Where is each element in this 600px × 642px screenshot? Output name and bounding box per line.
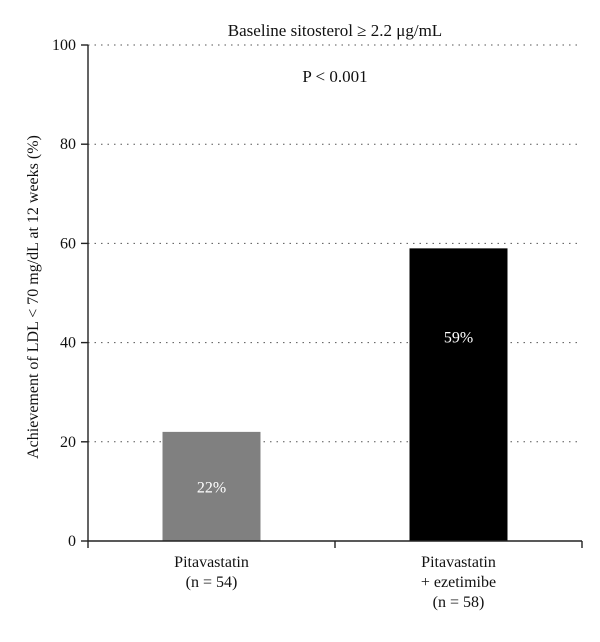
y-tick-label-20: 20 — [60, 434, 76, 451]
data-labels: 22% 59% — [197, 330, 473, 497]
category-label-1: Pitavastatin (n = 54) — [174, 554, 249, 591]
bars — [162, 248, 508, 542]
gridlines — [88, 44, 582, 443]
chart-title: Baseline sitosterol ≥ 2.2 μg/mL — [228, 21, 442, 40]
category-labels: Pitavastatin (n = 54) Pitavastatin + ezetim… — [174, 554, 496, 611]
axes — [81, 44, 583, 548]
bar-2 — [409, 248, 508, 542]
data-label-2: 59% — [444, 330, 473, 347]
y-tick-label-100: 100 — [52, 37, 76, 54]
y-tick-label-80: 80 — [60, 136, 76, 153]
data-label-1: 22% — [197, 479, 226, 496]
category-label-2: Pitavastatin + ezetimibe (n = 58) — [421, 554, 496, 611]
y-tick-label-40: 40 — [60, 335, 76, 352]
y-tick-label-60: 60 — [60, 235, 76, 252]
y-axis-label: Achievement of LDL < 70 mg/dL at 12 week… — [25, 135, 42, 459]
y-tick-label-0: 0 — [68, 533, 76, 550]
bar-1 — [162, 431, 261, 541]
p-value-annotation: P < 0.001 — [302, 67, 367, 86]
y-tick-labels: 0 20 40 60 80 100 — [52, 37, 76, 550]
